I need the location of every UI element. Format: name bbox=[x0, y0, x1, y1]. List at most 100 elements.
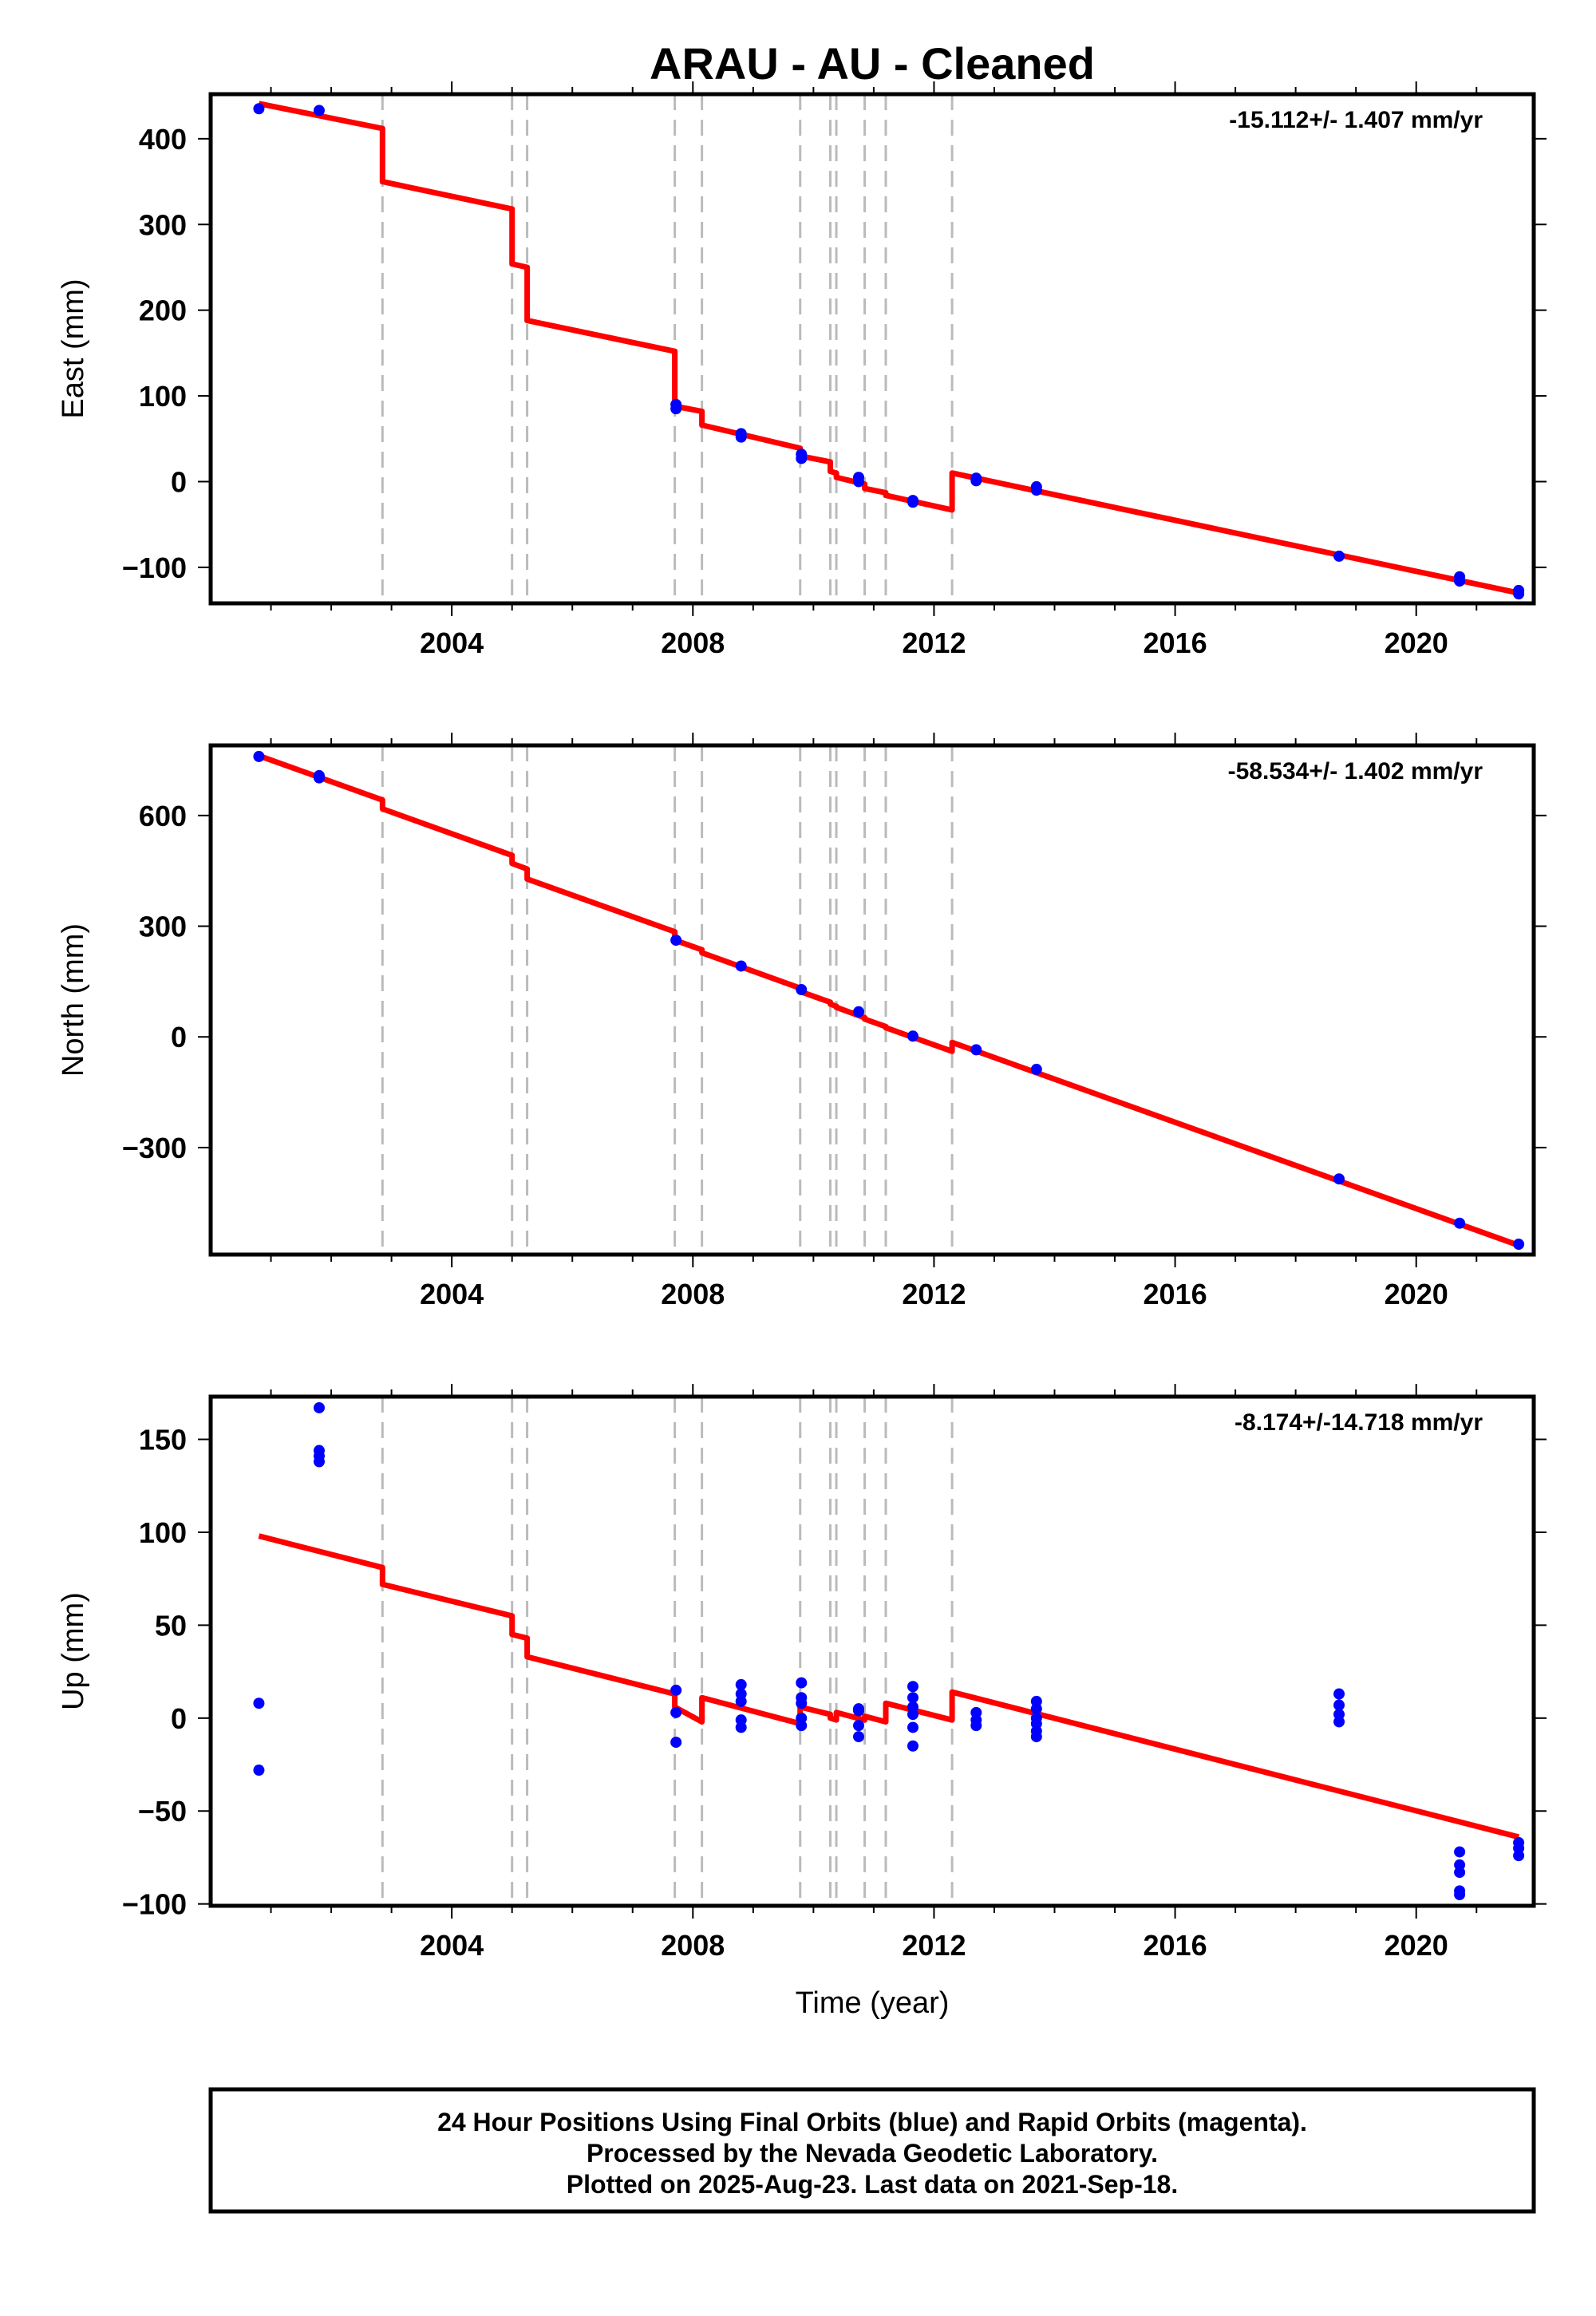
y-tick-label: 400 bbox=[139, 123, 187, 156]
north-panel: 2004 2008 2012 2016 2020 −300 0 300 600 -58.534+/… bbox=[57, 733, 1547, 1310]
data-point bbox=[313, 1401, 325, 1413]
data-point bbox=[907, 1721, 918, 1733]
data-point bbox=[670, 1737, 682, 1749]
data-point bbox=[735, 1721, 747, 1733]
data-point bbox=[907, 1030, 918, 1042]
x-tick-label: 2016 bbox=[1144, 1278, 1207, 1310]
y-tick-label: 600 bbox=[139, 800, 187, 832]
data-point bbox=[253, 1697, 265, 1709]
data-point bbox=[670, 1706, 682, 1718]
y-axis-label: Up (mm) bbox=[57, 1592, 90, 1710]
data-point bbox=[1513, 588, 1525, 600]
data-point bbox=[853, 476, 865, 488]
data-point bbox=[970, 475, 982, 487]
data-point bbox=[313, 105, 325, 117]
x-tick-label: 2004 bbox=[420, 1929, 484, 1962]
y-tick-label: 100 bbox=[139, 380, 187, 413]
data-point bbox=[907, 1740, 918, 1752]
y-tick-label: 0 bbox=[171, 1702, 187, 1735]
x-axis-label: Time (year) bbox=[796, 1986, 950, 2020]
x-tick-label: 2008 bbox=[661, 1929, 725, 1962]
plot-frame bbox=[208, 1394, 1536, 1908]
rate-label: -8.174+/-14.718 mm/yr bbox=[1235, 1409, 1483, 1436]
footer-line-2: Processed by the Nevada Geodetic Laborat… bbox=[587, 2139, 1158, 2168]
data-point bbox=[313, 1456, 325, 1468]
data-point bbox=[1333, 1699, 1345, 1711]
east-panel: 2004 2008 2012 2016 2020 −100 0 100 200 300 400 -15… bbox=[57, 81, 1547, 659]
y-axis-label: North (mm) bbox=[57, 923, 90, 1077]
y-tick-label: 300 bbox=[139, 911, 187, 943]
x-tick-label: 2016 bbox=[1144, 626, 1207, 659]
data-point bbox=[1513, 1850, 1525, 1862]
data-point bbox=[970, 1720, 982, 1732]
data-point bbox=[1333, 1688, 1345, 1700]
x-tick-label: 2016 bbox=[1144, 1929, 1207, 1962]
up-panel: 2004 2008 2012 2016 2020 −100 −50 0 50 100 150 -8.1… bbox=[57, 1384, 1547, 2020]
data-point bbox=[670, 403, 682, 415]
x-tick-label: 2012 bbox=[902, 626, 966, 659]
data-point bbox=[796, 453, 808, 464]
data-point bbox=[853, 1705, 865, 1717]
data-point bbox=[1030, 1731, 1042, 1743]
x-tick-label: 2008 bbox=[661, 1278, 725, 1310]
data-point bbox=[735, 1678, 747, 1690]
plot-frame bbox=[208, 92, 1536, 606]
x-tick-label: 2004 bbox=[420, 1278, 484, 1310]
y-tick-label: 150 bbox=[139, 1424, 187, 1456]
data-point bbox=[1454, 1867, 1466, 1879]
x-tick-label: 2012 bbox=[902, 1278, 966, 1310]
data-point bbox=[1454, 575, 1466, 587]
data-point bbox=[1454, 1846, 1466, 1858]
x-tick-label: 2020 bbox=[1385, 1278, 1448, 1310]
model-line bbox=[258, 101, 1519, 596]
data-point bbox=[796, 1720, 808, 1732]
data-point bbox=[1030, 484, 1042, 496]
data-point bbox=[735, 431, 747, 443]
rate-label: -58.534+/- 1.402 mm/yr bbox=[1228, 758, 1483, 785]
data-point bbox=[670, 935, 682, 947]
y-tick-label: −300 bbox=[122, 1132, 187, 1164]
y-tick-label: −100 bbox=[122, 1888, 187, 1921]
data-point bbox=[253, 750, 265, 762]
data-point bbox=[1454, 1889, 1466, 1901]
data-point bbox=[1333, 1173, 1345, 1185]
data-point bbox=[253, 103, 265, 115]
y-tick-label: −50 bbox=[138, 1795, 187, 1828]
y-tick-label: 200 bbox=[139, 294, 187, 327]
data-point bbox=[1513, 1239, 1525, 1251]
x-tick-label: 2020 bbox=[1385, 626, 1448, 659]
data-point bbox=[1454, 1217, 1466, 1229]
y-tick-label: 0 bbox=[171, 1021, 187, 1053]
data-point bbox=[907, 1692, 918, 1704]
y-tick-label: −100 bbox=[122, 551, 187, 584]
y-tick-label: 50 bbox=[155, 1609, 187, 1642]
data-point bbox=[907, 1709, 918, 1721]
footer-line-3: Plotted on 2025-Aug-23. Last data on 202… bbox=[567, 2170, 1178, 2199]
data-point bbox=[735, 960, 747, 972]
data-point bbox=[1333, 1716, 1345, 1728]
data-point bbox=[907, 1681, 918, 1693]
data-point bbox=[253, 1765, 265, 1777]
data-point bbox=[1333, 550, 1345, 562]
model-line bbox=[258, 1533, 1519, 1840]
x-tick-label: 2020 bbox=[1385, 1929, 1448, 1962]
data-point bbox=[796, 1697, 808, 1709]
data-point bbox=[796, 1677, 808, 1689]
figure-title: ARAU - AU - Cleaned bbox=[650, 38, 1095, 89]
data-point bbox=[970, 1044, 982, 1056]
data-point bbox=[907, 496, 918, 508]
data-point bbox=[853, 1720, 865, 1732]
y-axis-label: East (mm) bbox=[57, 279, 90, 418]
model-line bbox=[258, 753, 1520, 1248]
data-point bbox=[796, 984, 808, 996]
data-point bbox=[1030, 1703, 1042, 1715]
data-point bbox=[853, 1006, 865, 1018]
x-tick-label: 2008 bbox=[661, 626, 725, 659]
footer-box: 24 Hour Positions Using Final Orbits (bl… bbox=[208, 2087, 1536, 2214]
data-point bbox=[1030, 1063, 1042, 1075]
y-tick-label: 100 bbox=[139, 1516, 187, 1549]
y-tick-label: 300 bbox=[139, 208, 187, 241]
plot-frame bbox=[208, 743, 1536, 1257]
data-point bbox=[313, 772, 325, 784]
